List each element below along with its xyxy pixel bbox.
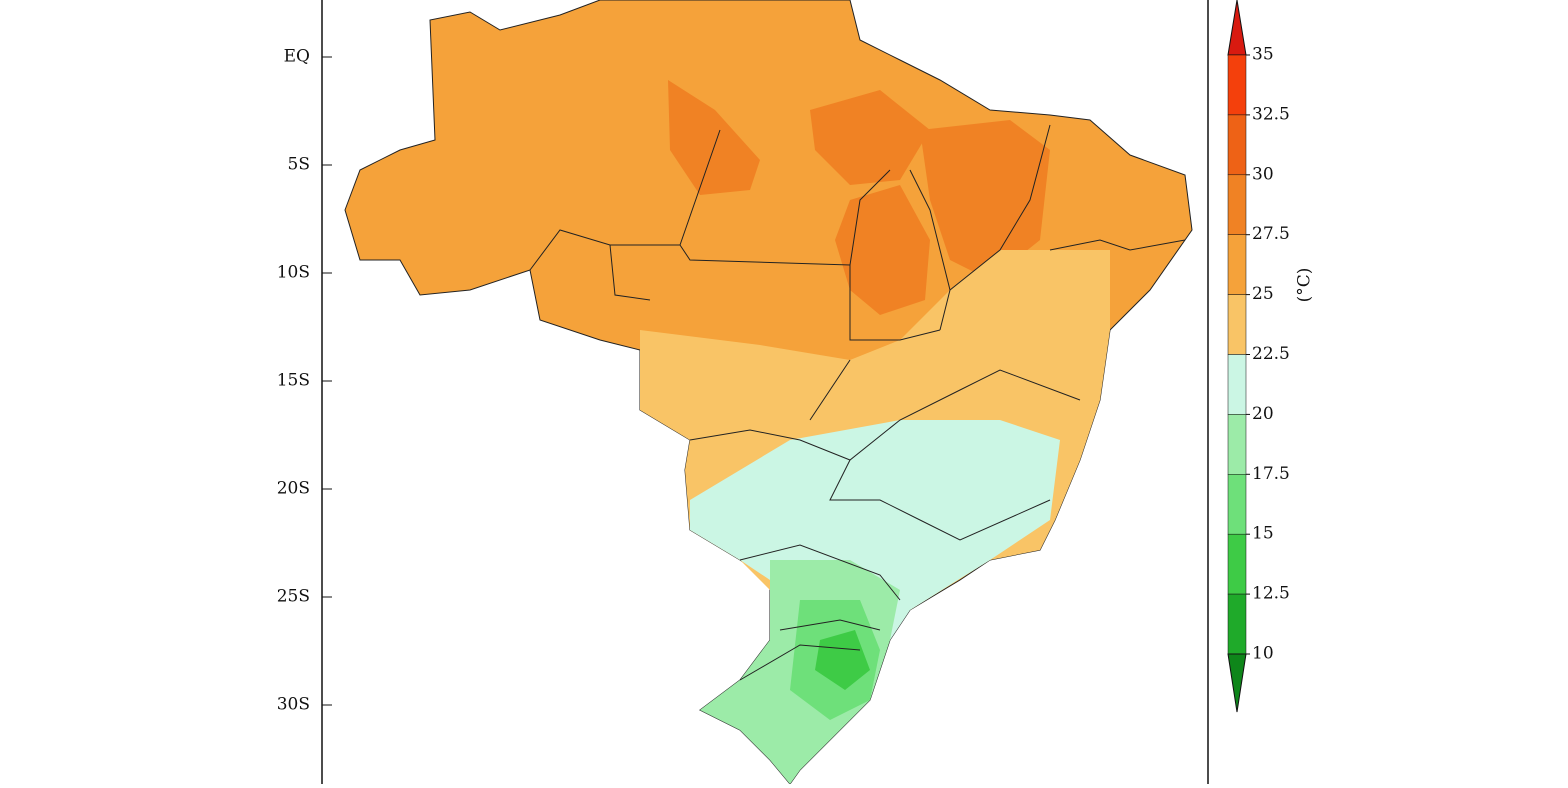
- colorbar-band: [1227, 474, 1247, 535]
- region-30: [810, 90, 930, 185]
- colorbar-cap-bottom: [1227, 653, 1247, 713]
- region-30: [668, 80, 760, 195]
- colorbar-label: 22.5: [1252, 344, 1290, 364]
- latitude-axis: EQ 5S 10S 15S 20S 25S 30S: [277, 47, 332, 715]
- lat-label: 20S: [277, 479, 310, 499]
- colorbar-band: [1227, 294, 1247, 355]
- colorbar-band: [1227, 174, 1247, 235]
- lat-label: 30S: [277, 695, 310, 715]
- lat-label: 5S: [288, 155, 310, 175]
- colorbar-unit: (°C): [1295, 268, 1315, 303]
- brazil-map: [344, 0, 1193, 785]
- colorbar-band: [1227, 593, 1247, 655]
- colorbar-label: 25: [1252, 284, 1274, 304]
- region-30: [920, 120, 1050, 280]
- lat-label: 10S: [277, 263, 310, 283]
- colorbar-cap-top: [1227, 0, 1247, 56]
- colorbar: 35 32.5 30 27.5 25 22.5 20 17.5 15 12.5 10: [1227, 0, 1290, 713]
- colorbar-label: 30: [1252, 164, 1274, 184]
- colorbar-label: 32.5: [1252, 104, 1290, 124]
- state-borders: [529, 124, 1186, 681]
- lat-label: EQ: [284, 47, 310, 67]
- colorbar-label: 20: [1252, 404, 1274, 424]
- lat-label: 15S: [277, 371, 310, 391]
- colorbar-band: [1227, 234, 1247, 295]
- colorbar-label: 15: [1252, 524, 1274, 544]
- colorbar-label: 12.5: [1252, 584, 1290, 604]
- region-30: [835, 185, 930, 315]
- colorbar-band: [1227, 414, 1247, 475]
- colorbar-label: 35: [1252, 45, 1274, 65]
- colorbar-band: [1227, 54, 1247, 116]
- colorbar-label: 10: [1252, 644, 1274, 664]
- lat-label: 25S: [277, 587, 310, 607]
- colorbar-band: [1227, 114, 1247, 176]
- colorbar-label: 27.5: [1252, 224, 1290, 244]
- colorbar-band: [1227, 354, 1247, 415]
- colorbar-label: 17.5: [1252, 464, 1290, 484]
- region-15: [815, 630, 870, 690]
- colorbar-band: [1227, 533, 1247, 595]
